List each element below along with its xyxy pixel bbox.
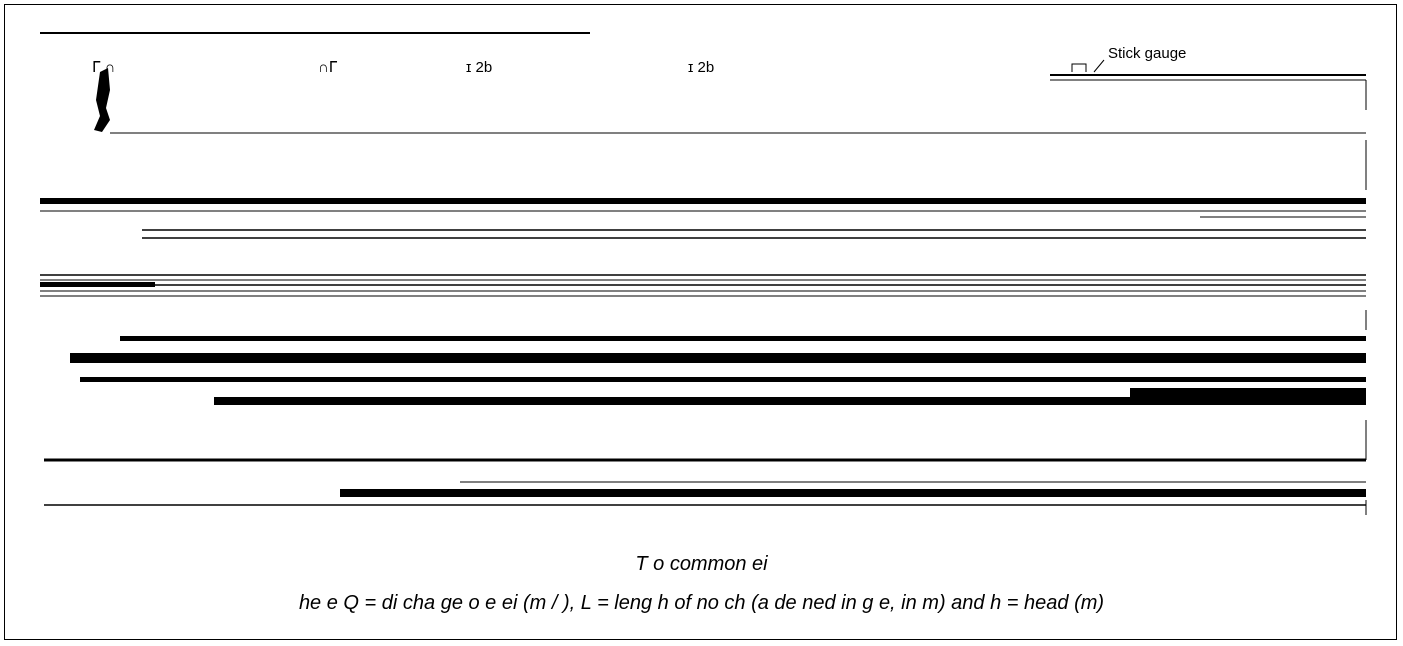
figure-frame — [4, 4, 1397, 640]
figure-title: T o common ei — [635, 553, 768, 575]
band-4 — [80, 377, 1366, 382]
weir-drawing: ᒥ ∩ ∩ᒥ ɪ 2b ɪ 2b Stick gauge — [40, 32, 1367, 515]
band-5-block — [1130, 388, 1366, 400]
fragment-label-2: ∩ᒥ — [318, 59, 338, 76]
band-3 — [70, 353, 1366, 363]
band-6 — [340, 489, 1366, 497]
fragment-label-1: ᒥ ∩ — [92, 59, 115, 76]
line-cluster — [40, 274, 1366, 297]
figure-note: he e Q = di cha ge o e ei (m / ), L = le… — [298, 592, 1105, 614]
band-1 — [40, 198, 1366, 204]
band-2 — [120, 336, 1366, 341]
stick-gauge-icon — [1071, 59, 1105, 73]
stick-gauge-label: Stick gauge — [1108, 45, 1186, 62]
fragment-label-4: ɪ 2b — [688, 59, 714, 76]
weir-illustration: ᒥ ∩ ∩ᒥ ɪ 2b ɪ 2b Stick gauge — [30, 20, 1370, 530]
bank-shape — [94, 68, 110, 132]
fragment-label-3: ɪ 2b — [466, 59, 492, 76]
band-5 — [214, 397, 1366, 405]
